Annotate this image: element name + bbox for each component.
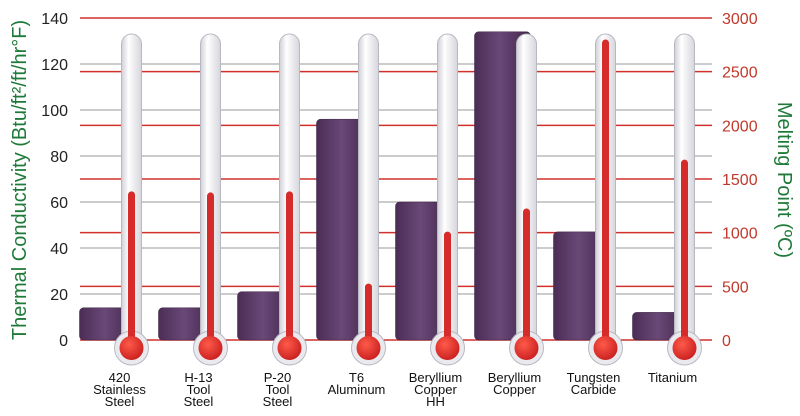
y-tick-left: 60 [50, 195, 68, 212]
x-tick-label: Tungsten Carbide [567, 370, 621, 397]
x-tick-label: Titanium [648, 370, 697, 385]
thermometer-bulb [514, 336, 539, 360]
y-axis-label-right: Melting Point (ºC) [773, 102, 795, 258]
thermometer-bulb [593, 336, 618, 360]
thermometer-bulb [198, 336, 223, 360]
y-tick-right: 500 [722, 279, 749, 296]
x-tick-label: P-20 Tool Steel [263, 370, 293, 409]
y-tick-left: 100 [41, 103, 68, 120]
x-tick-label: T6 Aluminum [328, 370, 386, 397]
thermometer-level [207, 192, 214, 348]
thermometer-level [286, 191, 293, 348]
thermometer-bulb [672, 336, 697, 360]
thermometer-level [444, 231, 451, 348]
x-tick-label: H-13 Tool Steel [184, 370, 214, 409]
x-tick-label: Beryllium Copper HH [409, 370, 462, 409]
y-axis-label-left: Thermal Conductivity (Btu/ft²/ft/hr°F) [9, 20, 31, 340]
y-tick-right: 2000 [722, 118, 758, 135]
thermometer-bulb [435, 336, 460, 360]
right-axis: 0 500 1000 1500 2000 2500 3000 [722, 11, 758, 350]
y-tick-left: 140 [41, 11, 68, 28]
thermometer-level [365, 283, 372, 348]
x-tick-label: Beryllium Copper [488, 370, 541, 397]
y-tick-left: 40 [50, 241, 68, 258]
thermometer-level [128, 191, 135, 348]
thermometer-bulb [277, 336, 302, 360]
y-tick-right: 1000 [722, 226, 758, 243]
thermometer-level [602, 39, 609, 348]
thermometer-level [523, 208, 530, 348]
thermometers [114, 33, 702, 366]
y-tick-left: 120 [41, 57, 68, 74]
y-tick-right: 2500 [722, 65, 758, 82]
thermometer-level [681, 159, 688, 348]
y-tick-left: 0 [59, 333, 68, 350]
left-axis: 0 20 40 60 80 100 120 140 [41, 11, 68, 350]
y-tick-right: 1500 [722, 172, 758, 189]
thermometer-bulb [356, 336, 381, 360]
category-labels: 420 Stainless Steel H-13 Tool Steel P-20 Tool St… [93, 370, 697, 409]
y-tick-left: 80 [50, 149, 68, 166]
thermometer-bulb [119, 336, 144, 360]
y-tick-right: 0 [722, 333, 731, 350]
y-tick-right: 3000 [722, 11, 758, 28]
x-tick-label: 420 Stainless Steel [93, 370, 146, 409]
y-tick-left: 20 [50, 287, 68, 304]
